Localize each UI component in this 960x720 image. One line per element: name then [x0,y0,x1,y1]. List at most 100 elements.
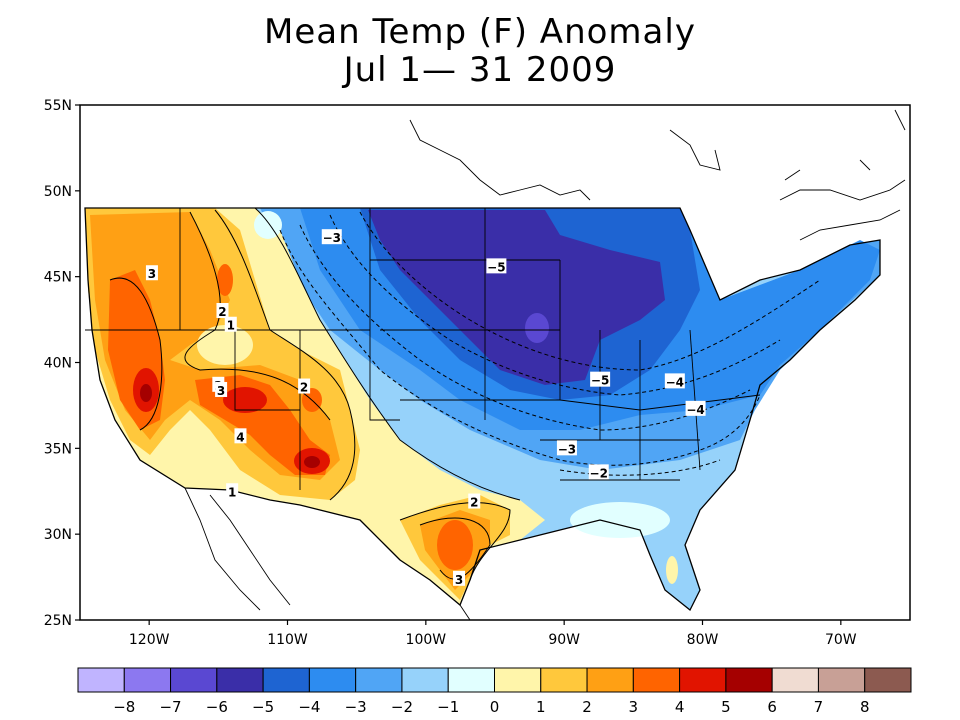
colorbar-swatch [586,667,634,693]
anomaly-core-plus-4-idaho [217,264,233,296]
contour-label-text: −5 [487,260,505,274]
lon-tick-label: 80W [687,632,719,648]
colorbar-label: 4 [675,698,685,716]
contour-label-text: −5 [591,374,609,388]
contour-label-text: 3 [148,267,156,281]
contour-labels: 32123241−3−5−5−4−4−3−223 [145,229,706,587]
contour-label-text: 3 [217,384,225,398]
colorbar-label: 6 [767,698,777,716]
contour-value-label: −4 [685,400,706,417]
anomaly-band-minus-6 [368,210,665,385]
contour-label-box [226,483,239,499]
contour-label-text: −2 [590,466,608,480]
colorbar-label: −3 [345,698,367,716]
anomaly-core-minus-7 [525,313,549,343]
lat-tick-label: 40N [44,356,72,372]
contour-label-box [588,464,609,480]
neighbor-outlines [184,109,906,620]
colorbar-swatch [540,667,588,693]
contour-label-text: 3 [455,573,463,587]
contour-value-label: 1 [226,483,239,499]
contour-value-label: −5 [486,258,507,274]
anomaly-core-plus-6-arizona [304,456,320,468]
contour-label-text: −3 [323,231,341,245]
lon-tick-label: 70W [825,632,857,648]
contour-label-text: 2 [300,381,308,395]
contour-label-box [321,229,342,245]
contour-label-box [224,316,237,332]
colorbar-label: 1 [536,698,546,716]
colorbar-swatch [632,667,681,693]
colorbar-swatch [308,667,357,693]
colorbar-label: 5 [721,698,731,716]
contour-value-label: −3 [556,440,577,456]
contour-value-label: 1 [224,316,237,333]
colorbar-swatch [864,667,912,693]
colorbar-label: −6 [206,698,228,716]
colorbar-swatch [817,667,866,693]
contour-label-text: −4 [686,403,704,417]
anomaly-band-plus-1-nevada [197,325,253,365]
longitude-axis: 120W 110W 100W 90W 80W 70W [129,620,857,648]
contour-label-text: 4 [236,430,244,444]
contour-label-box [215,381,228,397]
colorbar-label: 0 [490,698,500,716]
contour-label-box [590,371,611,387]
contour-value-label: 3 [215,381,228,398]
anomaly-core-plus-6-california [140,384,152,402]
lat-tick-label: 25N [44,613,72,629]
contour-label-text: 2 [470,496,478,510]
anomaly-band-plus-1-florida [666,556,678,584]
colorbar-label: −2 [391,698,413,716]
colorbar-swatch [447,667,496,693]
contour-label-text: −3 [558,442,576,456]
anomaly-core-plus-4-texas [437,520,473,570]
contour-label-box [468,493,481,509]
colorbar-swatch [494,667,542,693]
colorbar: −8 −7 −6 −5 −4 −3 −2 −1 0 1 2 3 4 5 6 7 8 [77,667,912,716]
contour-value-label: −3 [321,229,342,245]
contour-value-label: −4 [664,373,685,389]
colorbar-label: −7 [159,698,181,716]
colorbar-label: −1 [437,698,459,716]
colorbar-swatch [725,667,773,693]
contour-label-box [298,378,311,394]
contour-label-box [556,440,577,456]
contour-label-box [145,265,158,281]
anomaly-field [84,109,906,620]
contour-label-text: −4 [666,375,684,389]
contour-value-label: 2 [216,303,229,319]
colorbar-swatch [170,667,218,693]
contour-value-label: −2 [588,464,609,480]
contour-label-text: 2 [218,305,226,319]
lon-tick-label: 120W [129,632,170,648]
contour-value-label: 2 [468,493,481,510]
contour-value-label: −5 [590,371,611,388]
lat-tick-label: 30N [44,527,72,543]
lat-tick-label: 35N [44,441,72,457]
contour-value-label: 2 [298,378,311,395]
colorbar-label: 2 [582,698,592,716]
contour-label-box [664,373,685,389]
colorbar-swatch [262,667,310,693]
anomaly-band-zero-washington [254,211,282,239]
colorbar-label: −5 [252,698,274,716]
negative-contours [279,211,821,476]
map-subtitle: Jul 1— 31 2009 [343,50,617,90]
anomaly-band-zero-southeast [570,502,670,538]
colorbar-swatch [123,667,172,693]
colorbar-swatch [77,667,125,693]
contour-value-label: 3 [453,570,466,587]
lon-tick-label: 90W [548,632,580,648]
contour-label-text: 1 [227,319,235,333]
coastline [84,207,881,612]
contour-label-box [486,258,507,274]
map-title: Mean Temp (F) Anomaly [264,12,696,52]
contour-label-box [234,428,247,444]
contour-label-box [453,570,466,586]
lon-tick-label: 110W [267,632,308,648]
contour-label-box [216,303,229,318]
colorbar-swatch [401,667,449,693]
colorbar-label: 3 [629,698,639,716]
